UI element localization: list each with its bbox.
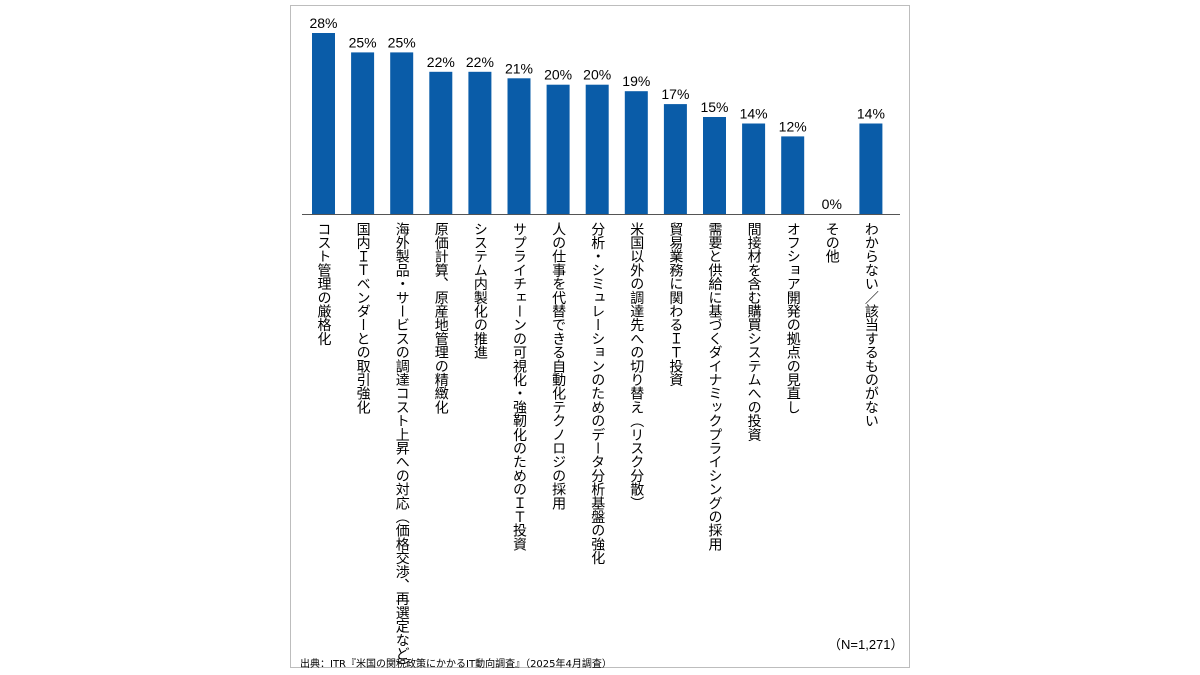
bar-11: [742, 123, 766, 214]
value-label-3: 22%: [427, 54, 455, 70]
bar-12: [781, 136, 805, 214]
category-label-14: わからない／該当するものがない: [862, 222, 879, 428]
category-label-5: サプライチェーンの可視化・強靭化のためのＩＴ投資: [511, 222, 527, 551]
category-label-13: その他: [823, 222, 840, 264]
value-label-8: 19%: [622, 73, 650, 89]
category-label-11: 間接材を含む購買システムへの投資: [745, 222, 762, 442]
value-label-9: 17%: [661, 86, 689, 102]
category-label-12: オフショア開発の拠点の見直し: [784, 222, 801, 414]
category-label-3: 原価計算、原産地管理の精緻化: [432, 222, 449, 414]
bar-1: [351, 52, 375, 215]
bar-8: [624, 91, 648, 214]
source-note: 出典：ITR『米国の関税政策にかかるIT動向調査』（2025年4月調査）: [300, 659, 612, 670]
value-label-5: 21%: [505, 60, 533, 76]
value-label-10: 15%: [700, 99, 728, 115]
bars-group: [312, 33, 883, 215]
bar-4: [468, 71, 492, 214]
category-label-8: 米国以外の調達先への切り替え（リスク分散）: [628, 222, 645, 510]
category-label-10: 需要と供給に基づくダイナミックプライシングの採用: [706, 222, 723, 551]
category-label-1: 国内ＩＴベンダーとの取引強化: [354, 222, 371, 414]
value-label-12: 12%: [779, 118, 807, 134]
category-label-4: システム内製化の推進: [471, 222, 488, 360]
value-labels-group: 28% 25% 25% 22% 22% 21% 20% 20% 19% 17% 15% 14% 12% 0…: [309, 15, 884, 212]
value-label-4: 22%: [466, 54, 494, 70]
value-label-0: 28%: [309, 15, 337, 31]
value-label-11: 14%: [740, 106, 768, 122]
bar-2: [390, 52, 414, 215]
value-label-1: 25%: [349, 34, 377, 50]
value-label-2: 25%: [388, 34, 416, 50]
bar-0: [312, 33, 335, 214]
category-label-9: 貿易業務に関わるＩＴ投資: [667, 222, 684, 387]
category-label-6: 人の仕事を代替できる自動化テクノロジの採用: [550, 222, 567, 510]
bar-14: [859, 123, 883, 214]
category-label-7: 分析・シミュレーションのためのデータ分析基盤の強化: [589, 222, 606, 565]
value-label-14: 14%: [857, 106, 885, 122]
value-label-7: 20%: [583, 67, 611, 83]
category-label-0: コスト管理の厳格化: [315, 222, 332, 346]
category-label-2: 海外製品・サービスの調達コスト上昇への対応（価格交渉、再選定など）: [393, 222, 410, 675]
bar-9: [663, 104, 687, 214]
value-label-13: 0%: [822, 196, 842, 212]
bar-5: [507, 78, 531, 215]
bar-10: [703, 117, 726, 214]
bar-7: [585, 84, 609, 214]
bar-6: [546, 84, 570, 214]
value-label-6: 20%: [544, 67, 572, 83]
sample-size-note: （N=1,271）: [828, 637, 904, 652]
bar-3: [429, 71, 453, 214]
